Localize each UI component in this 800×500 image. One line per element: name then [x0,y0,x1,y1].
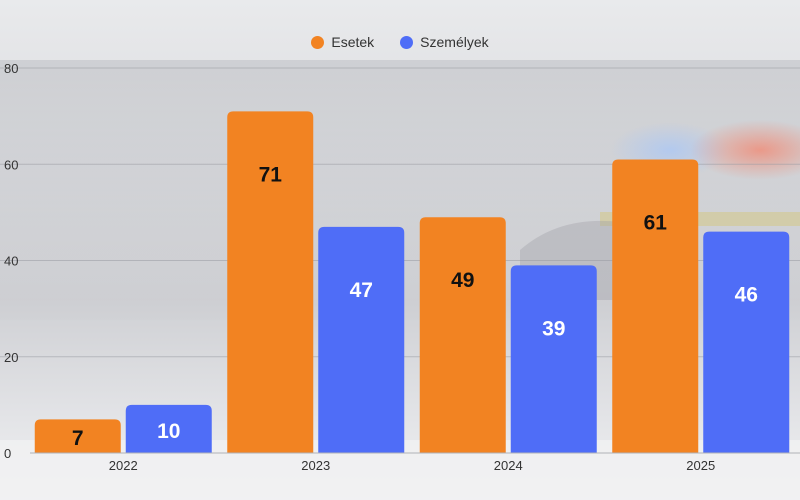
x-tick-label-2024: 2024 [494,458,523,473]
x-tick-label-2022: 2022 [109,458,138,473]
data-label-esetek-2023: 71 [259,163,283,186]
y-tick-label-40: 40 [4,254,18,269]
bar-személyek-2025 [703,231,790,453]
y-tick-label-80: 80 [4,61,18,76]
data-label-esetek-2024: 49 [451,269,474,292]
legend-swatch-esetek [311,35,325,49]
data-label-esetek-2022: 7 [72,427,84,450]
bar-esetek-2024 [419,217,506,453]
legend-label-szemelyek: Személyek [420,34,489,50]
data-label-esetek-2025: 61 [644,211,668,234]
legend: Esetek Személyek [0,34,800,50]
bar-személyek-2022 [125,404,212,453]
data-label-személyek-2023: 47 [350,279,373,302]
y-tick-label-20: 20 [4,350,18,365]
legend-label-esetek: Esetek [331,34,375,50]
legend-item-esetek[interactable]: Esetek [311,34,374,50]
data-label-személyek-2022: 10 [157,420,180,443]
bar-esetek-2023 [227,111,314,453]
data-label-személyek-2025: 46 [735,284,758,307]
x-tick-label-2023: 2023 [301,458,330,473]
legend-swatch-szemelyek [400,35,414,49]
y-tick-label-60: 60 [4,157,18,172]
x-tick-label-2025: 2025 [686,458,715,473]
data-label-személyek-2024: 39 [542,317,565,340]
bar-esetek-2022 [34,419,121,453]
bar-személyek-2023 [318,226,405,453]
legend-item-szemelyek[interactable]: Személyek [400,34,489,50]
bar-személyek-2024 [510,265,597,453]
y-tick-label-0: 0 [4,446,11,461]
bar-esetek-2025 [612,159,699,453]
